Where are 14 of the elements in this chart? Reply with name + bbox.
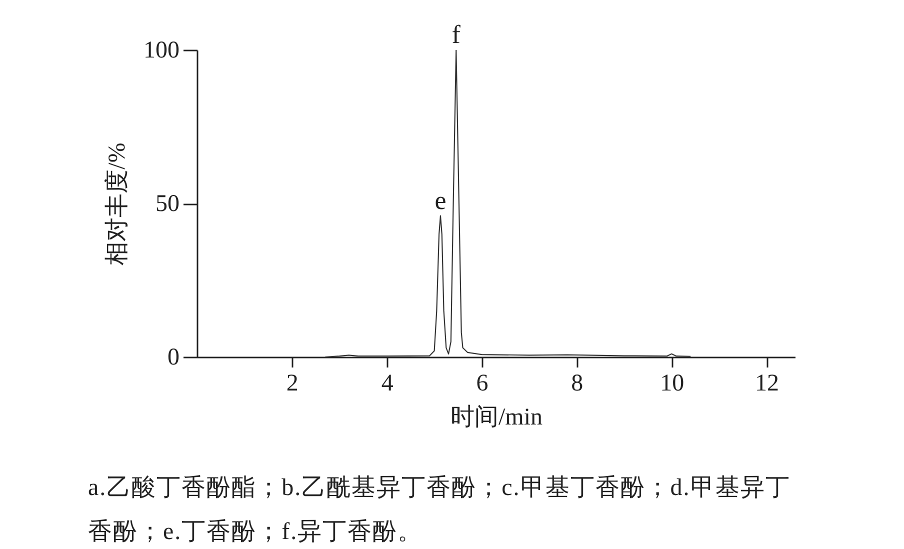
annotation: e — [434, 186, 446, 215]
y-axis-title: 相对丰度/% — [104, 142, 130, 266]
x-tick-label: 6 — [476, 370, 488, 396]
y-tick-label: 50 — [156, 191, 180, 217]
annotation: f — [452, 20, 461, 49]
x-tick-label: 8 — [571, 370, 584, 396]
x-tick-label: 12 — [755, 370, 780, 396]
x-axis-title: 时间/min — [450, 404, 543, 430]
x-tick-label: 2 — [286, 370, 298, 396]
y-tick-label: 100 — [144, 38, 180, 64]
text: a.乙酸丁香酚酯；b.乙酰基异丁香酚；c.甲基丁香酚；d.甲基异丁香酚；e.丁香酚；f.异丁香酚。 — [88, 474, 792, 547]
x-tick-label: 10 — [660, 370, 684, 396]
y-tick-label: 0 — [168, 344, 180, 370]
x-tick-label: 4 — [381, 370, 394, 396]
